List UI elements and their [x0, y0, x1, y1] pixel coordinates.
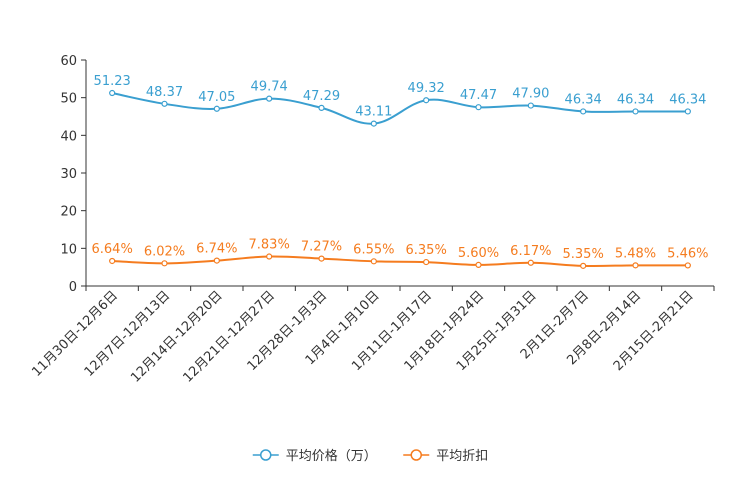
data-point[interactable] [475, 104, 482, 111]
series-1: 51.23 48.37 47.05 49.74 47.29 43.11 49.32 47.47… [94, 74, 706, 127]
data-label: 6.35% [406, 243, 447, 258]
series-line [111, 92, 688, 125]
data-label: 49.74 [251, 80, 288, 95]
y-tick-label: 30 [60, 167, 77, 182]
data-label: 46.34 [565, 92, 602, 107]
y-tick-label: 10 [60, 242, 77, 257]
data-label: 5.46% [667, 246, 708, 261]
data-point[interactable] [318, 255, 325, 262]
x-tick-label: 12月14日-12月20日 [128, 288, 225, 385]
data-label: 47.29 [303, 89, 340, 104]
data-point[interactable] [684, 262, 691, 269]
y-tick-label: 40 [60, 129, 77, 144]
data-label: 6.02% [144, 244, 185, 259]
legend-marker-icon [260, 449, 272, 461]
data-point[interactable] [475, 261, 482, 269]
data-point[interactable] [632, 108, 639, 115]
data-point[interactable] [213, 257, 220, 264]
y-tick-label: 60 [60, 54, 77, 69]
data-label: 43.11 [355, 105, 392, 120]
data-label: 47.90 [512, 87, 549, 102]
data-label: 51.23 [94, 74, 131, 89]
data-label: 48.37 [146, 85, 183, 100]
data-point[interactable] [266, 95, 273, 102]
data-label: 7.27% [301, 240, 342, 255]
legend-label: 平均价格（万） [286, 448, 377, 464]
data-point[interactable] [266, 253, 273, 260]
series-2: 6.64% 6.02% 6.74% 7.83% 7.27% 6.55% 6.35% 5.60%… [92, 238, 708, 269]
data-point[interactable] [684, 108, 691, 115]
data-point[interactable] [318, 104, 325, 111]
y-tick-label: 20 [60, 205, 77, 220]
x-tick-label: 12月21日-12月27日 [181, 288, 278, 385]
legend-item-2[interactable]: 平均折扣 [403, 449, 488, 464]
data-label: 46.34 [669, 92, 706, 107]
legend-item-1[interactable]: 平均价格（万） [252, 448, 377, 464]
data-point[interactable] [161, 260, 168, 267]
data-point[interactable] [632, 262, 639, 269]
data-label: 46.34 [617, 92, 654, 107]
data-label: 47.47 [460, 88, 497, 103]
data-point[interactable] [109, 89, 116, 97]
legend-label: 平均折扣 [436, 449, 488, 464]
data-point[interactable] [423, 258, 430, 266]
data-point[interactable] [109, 257, 116, 265]
data-label: 7.83% [249, 238, 290, 253]
data-label: 6.55% [353, 242, 394, 257]
data-label: 6.74% [196, 242, 237, 257]
data-point[interactable] [527, 102, 534, 109]
legend-marker-icon [410, 449, 422, 461]
data-label: 6.64% [92, 242, 133, 257]
data-label: 5.48% [615, 246, 656, 261]
data-point[interactable] [580, 262, 587, 269]
data-label: 6.17% [510, 244, 551, 259]
series-line [112, 255, 688, 267]
data-label: 5.60% [458, 246, 499, 261]
series-layer: 51.23 48.37 47.05 49.74 47.29 43.11 49.32 47.47… [92, 74, 708, 269]
data-label: 49.32 [408, 81, 445, 96]
data-point[interactable] [580, 108, 587, 115]
data-point[interactable] [527, 259, 534, 266]
data-label: 47.05 [198, 90, 235, 105]
data-point[interactable] [213, 105, 220, 112]
data-point[interactable] [423, 97, 430, 104]
legend[interactable]: 平均价格（万） 平均折扣 [252, 448, 489, 464]
data-point[interactable] [370, 120, 377, 127]
data-point[interactable] [161, 100, 168, 107]
data-label: 5.35% [563, 247, 604, 262]
x-tick-label: 11月30日-12月6日 [29, 288, 121, 380]
data-point[interactable] [370, 258, 377, 265]
y-tick-label: 50 [60, 92, 77, 107]
y-tick-label: 0 [69, 280, 77, 295]
